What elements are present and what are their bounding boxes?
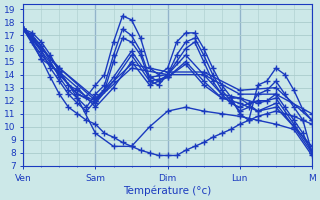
X-axis label: Température (°c): Température (°c) bbox=[124, 185, 212, 196]
